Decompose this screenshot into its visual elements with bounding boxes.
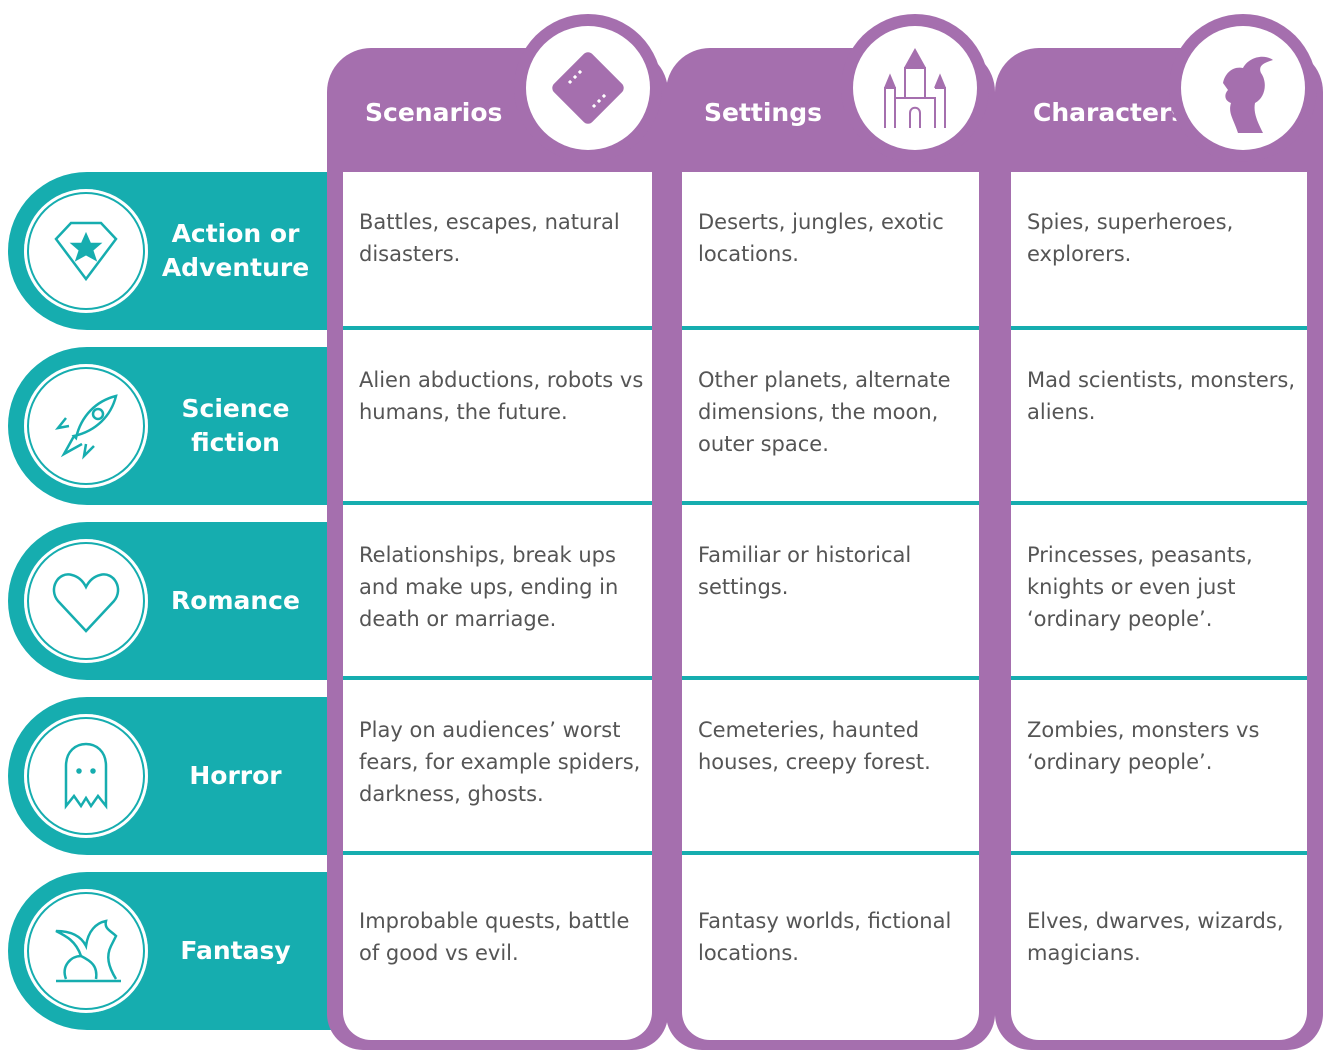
cell-text: Zombies, monsters vs ‘ordinary people’. bbox=[1027, 718, 1260, 774]
icon-disc bbox=[1181, 26, 1305, 150]
row-label: Horror bbox=[189, 761, 282, 790]
row-separator bbox=[682, 676, 979, 680]
column-title: Scenarios bbox=[365, 98, 503, 127]
column-title: Characters bbox=[1033, 98, 1187, 127]
cell-text: Improbable quests, battle of good vs evi… bbox=[359, 909, 630, 965]
icon-disc bbox=[24, 889, 148, 1013]
column-body bbox=[1011, 172, 1307, 1040]
row-label: Fantasy bbox=[180, 936, 291, 965]
column-body bbox=[682, 172, 979, 1040]
icon-disc bbox=[24, 714, 148, 838]
row-separator bbox=[1011, 326, 1307, 330]
row-separator bbox=[343, 851, 652, 855]
cell-text: Other planets, alternate dimensions, the… bbox=[698, 368, 951, 456]
icon bbox=[52, 573, 120, 633]
icon bbox=[1223, 56, 1273, 133]
icon-disc bbox=[526, 26, 650, 150]
cell-text: Princesses, peasants, knights or even ju… bbox=[1027, 543, 1253, 631]
icon bbox=[64, 742, 108, 810]
row-label: Romance bbox=[171, 586, 300, 615]
icon-disc bbox=[24, 539, 148, 663]
column-body bbox=[343, 172, 652, 1040]
cell-text: Alien abductions, robots vs humans, the … bbox=[359, 368, 644, 424]
cell-text: Fantasy worlds, fictional locations. bbox=[698, 909, 952, 965]
icon-disc bbox=[24, 364, 148, 488]
row-label: Science fiction bbox=[181, 394, 290, 457]
icon bbox=[55, 919, 121, 983]
row-separator bbox=[343, 326, 652, 330]
icon-disc bbox=[24, 189, 148, 313]
cell-text: Elves, dwarves, wizards, magicians. bbox=[1027, 909, 1284, 965]
row-separator bbox=[682, 326, 979, 330]
cell-text: Spies, superheroes, explorers. bbox=[1027, 210, 1234, 266]
row-label: Action or Adventure bbox=[161, 219, 310, 282]
row-separator bbox=[343, 676, 652, 680]
cell-text: Deserts, jungles, exotic locations. bbox=[698, 210, 944, 266]
column-title: Settings bbox=[704, 98, 823, 127]
icon bbox=[884, 47, 946, 128]
icon bbox=[552, 52, 624, 124]
row-separator bbox=[1011, 851, 1307, 855]
cell-text: Relationships, break ups and make ups, e… bbox=[359, 543, 619, 631]
row-separator bbox=[343, 501, 652, 505]
cell-text: Mad scientists, monsters, aliens. bbox=[1027, 368, 1296, 424]
cell-text: Cemeteries, haunted houses, creepy fores… bbox=[698, 718, 931, 774]
row-separator bbox=[682, 851, 979, 855]
cell-text: Familiar or historical settings. bbox=[698, 543, 912, 599]
icon bbox=[54, 221, 118, 282]
row-separator bbox=[1011, 501, 1307, 505]
row-separator bbox=[1011, 676, 1307, 680]
icon-disc bbox=[853, 26, 977, 150]
icon bbox=[54, 394, 118, 460]
row-separator bbox=[682, 501, 979, 505]
cell-text: Play on audiences’ worst fears, for exam… bbox=[359, 718, 641, 806]
cell-text: Battles, escapes, natural disasters. bbox=[359, 210, 620, 266]
